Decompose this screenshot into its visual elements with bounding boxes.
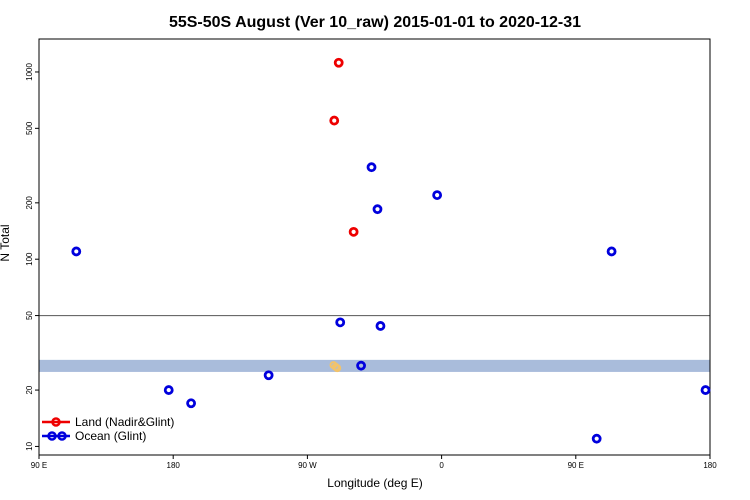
ocean-point	[372, 204, 383, 215]
x-tick-label: 0	[439, 461, 444, 470]
x-tick-label: 90 W	[298, 461, 317, 470]
ocean-point	[700, 385, 711, 395]
x-tick-label: 90 E	[31, 461, 47, 470]
y-tick-label: 100	[25, 252, 34, 266]
ocean-point	[591, 433, 602, 444]
ocean-point	[71, 246, 82, 257]
highlight-band	[39, 359, 710, 372]
faint-point	[333, 364, 342, 373]
ocean-point	[335, 317, 346, 328]
chart-title: 55S-50S August (Ver 10_raw) 2015-01-01 t…	[169, 14, 581, 31]
ocean-point	[375, 321, 386, 331]
ocean-point	[606, 246, 617, 257]
plot-area: 90 E 180 90 W 0 90 E 180 10 20 50 100 200 500 1000	[25, 38, 717, 470]
legend-land-label: Land (Nadir&Glint)	[75, 415, 174, 429]
x-tick-label: 180	[703, 461, 717, 470]
land-point	[333, 57, 344, 68]
ocean-point	[186, 398, 196, 409]
ocean-point	[366, 162, 377, 173]
y-tick-label: 500	[25, 121, 34, 135]
y-tick-label: 10	[25, 441, 34, 450]
legend-ocean-marker	[47, 431, 57, 441]
plot-frame	[38, 38, 711, 456]
y-tick-label: 20	[25, 385, 34, 394]
x-axis-label: Longitude (deg E)	[327, 476, 422, 490]
x-tick-label: 90 E	[568, 461, 584, 470]
y-tick-label: 1000	[25, 63, 34, 81]
ocean-point	[163, 385, 174, 395]
legend-ocean-label: Ocean (Glint)	[75, 429, 146, 443]
y-tick-label: 200	[25, 196, 34, 210]
x-tick-label: 180	[167, 461, 181, 470]
y-axis-label: N Total	[0, 224, 12, 261]
ocean-point	[432, 190, 443, 200]
land-point	[348, 226, 359, 237]
y-tick-label: 50	[25, 311, 34, 320]
ocean-point	[356, 360, 366, 371]
legend: Land (Nadir&Glint) Ocean (Glint)	[42, 415, 174, 443]
legend-ocean-marker	[57, 431, 67, 441]
ocean-point	[263, 370, 274, 381]
legend-land-marker	[51, 417, 61, 427]
land-point	[329, 115, 340, 126]
